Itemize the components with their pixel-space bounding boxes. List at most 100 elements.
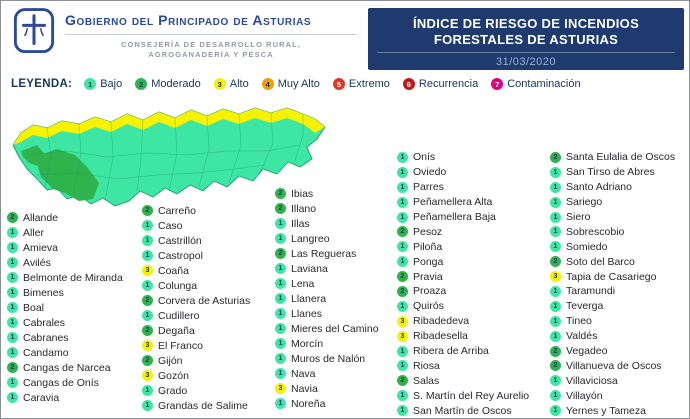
municipality-name: Degaña (158, 324, 195, 337)
legend-item-label: Alto (229, 78, 249, 90)
municipality-row: 2 Corvera de Asturias (142, 293, 274, 308)
municipality-row: 1 Avilés (7, 255, 141, 270)
municipality-row: 1 San Tirso de Abres (550, 165, 688, 180)
municipality-row: 1 Onís (397, 150, 549, 165)
municipality-row: 1 Santo Adriano (550, 180, 688, 195)
municipality-row: 1 Noreña (275, 396, 395, 411)
municipality-name: Villanueva de Oscos (566, 359, 662, 372)
risk-level-badge: 3 (142, 265, 153, 276)
municipality-name: Noreña (291, 397, 326, 410)
risk-level-badge: 2 (142, 205, 153, 216)
risk-level-badge: 1 (397, 405, 408, 417)
municipality-row: 1 Colunga (142, 278, 274, 293)
municipality-name: El Franco (158, 339, 203, 352)
municipality-name: Ibias (291, 187, 314, 200)
legend-items: 1 Bajo 2 Moderado 3 Alto 4 Muy Alto (84, 78, 581, 90)
municipality-row: 1 S. Martín del Rey Aurelio (397, 388, 549, 403)
risk-level-badge: 2 (397, 375, 408, 387)
risk-level-badge: 1 (550, 285, 561, 297)
asturias-risk-map (7, 95, 339, 217)
municipality-row: 1 Peñamellera Alta (397, 195, 549, 210)
risk-level-badge: 3 (550, 271, 561, 283)
municipality-row: 1 Bimenes (7, 285, 141, 300)
municipality-name: Bimenes (23, 286, 64, 299)
municipality-row: 1 Nava (275, 366, 395, 381)
risk-level-badge: 1 (550, 330, 561, 342)
municipality-name: Las Regueras (291, 247, 357, 260)
legend-item-label: Contaminación (507, 78, 581, 90)
risk-level-badge: 1 (142, 400, 153, 411)
risk-level-badge: 1 (397, 390, 408, 402)
municipality-name: Muros de Nalón (291, 352, 366, 365)
municipality-name: Grandas de Salime (158, 399, 248, 412)
municipality-row: 1 Ribera de Arriba (397, 344, 549, 359)
risk-level-badge: 1 (397, 345, 408, 357)
legend-item: 7 Contaminación (491, 78, 581, 90)
municipality-row: 1 Cudillero (142, 308, 274, 323)
municipality-name: Cangas de Narcea (23, 361, 111, 374)
municipality-name: Lena (291, 277, 315, 290)
risk-level-badge: 2 (397, 271, 408, 283)
municipality-row: 1 Sobrescobio (550, 224, 688, 239)
report-title-line1: ÍNDICE DE RIESGO DE INCENDIOS (412, 16, 640, 31)
risk-level-badge: 1 (275, 218, 286, 229)
risk-level-badge: 1 (142, 235, 153, 246)
legend-item: 3 Alto (213, 78, 249, 90)
risk-level-badge: 1 (142, 280, 153, 291)
municipality-name: Sariego (566, 196, 603, 209)
risk-level-badge: 1 (397, 151, 408, 163)
municipality-row: 2 Carreño (142, 203, 274, 218)
municipality-name: Soto del Barco (566, 255, 635, 268)
risk-level-badge: 3 (213, 78, 226, 90)
government-title: Gobierno del Principado de Asturias (65, 12, 312, 28)
municipality-row: 1 Morcín (275, 336, 395, 351)
municipality-name: Ribadesella (413, 330, 468, 343)
risk-level-badge: 1 (397, 166, 408, 178)
risk-level-badge: 1 (550, 375, 561, 387)
risk-level-badge: 2 (275, 203, 286, 214)
municipality-name: Teverga (566, 300, 604, 313)
municipality-name: Proaza (413, 285, 447, 298)
municipality-name: Castropol (158, 249, 203, 262)
municipality-name: Pravia (413, 270, 443, 283)
municipality-name: Salas (413, 374, 440, 387)
risk-level-badge: 1 (7, 227, 18, 238)
municipality-row: 2 Proaza (397, 284, 549, 299)
municipality-row: 2 Pravia (397, 269, 549, 284)
municipality-name: Villaviciosa (566, 374, 618, 387)
municipality-name: Cabrales (23, 316, 66, 329)
municipality-row: 3 Gozón (142, 368, 274, 383)
municipality-row: 1 Caravia (7, 390, 141, 405)
risk-level-badge: 1 (550, 181, 561, 193)
legend-item-label: Muy Alto (277, 78, 320, 90)
risk-level-badge: 1 (550, 315, 561, 327)
risk-level-badge: 1 (550, 166, 561, 178)
municipality-row: 2 Allande (7, 210, 141, 225)
risk-level-badge: 3 (397, 315, 408, 327)
risk-level-badge: 1 (275, 353, 286, 364)
risk-level-badge: 1 (84, 78, 97, 90)
risk-level-badge: 2 (275, 188, 286, 199)
municipality-name: Grado (158, 384, 188, 397)
municipality-name: Candamo (23, 346, 69, 359)
municipality-name: Ribadedeva (413, 315, 470, 328)
municipality-row: 1 Belmonte de Miranda (7, 270, 141, 285)
department-line2: AGROGANADERÍA Y PESCA (148, 50, 274, 59)
municipality-row: 3 Coaña (142, 263, 274, 278)
risk-level-badge: 2 (550, 345, 561, 357)
municipality-name: Ribera de Arriba (413, 345, 489, 358)
municipality-row: 2 Cangas de Narcea (7, 360, 141, 375)
risk-level-badge: 1 (7, 392, 18, 403)
legend-item: 5 Extremo (332, 78, 390, 90)
risk-level-badge: 1 (275, 233, 286, 244)
municipality-name: Quirós (413, 300, 444, 313)
risk-level-badge: 1 (275, 368, 286, 379)
municipality-row: 3 Navia (275, 381, 395, 396)
risk-level-badge: 1 (275, 278, 286, 289)
municipality-name: Pesoz (413, 225, 443, 238)
risk-level-badge: 1 (397, 300, 408, 312)
risk-level-badge: 1 (550, 196, 561, 208)
municipality-row: 1 Cabranes (7, 330, 141, 345)
municipality-name: Siero (566, 211, 591, 223)
